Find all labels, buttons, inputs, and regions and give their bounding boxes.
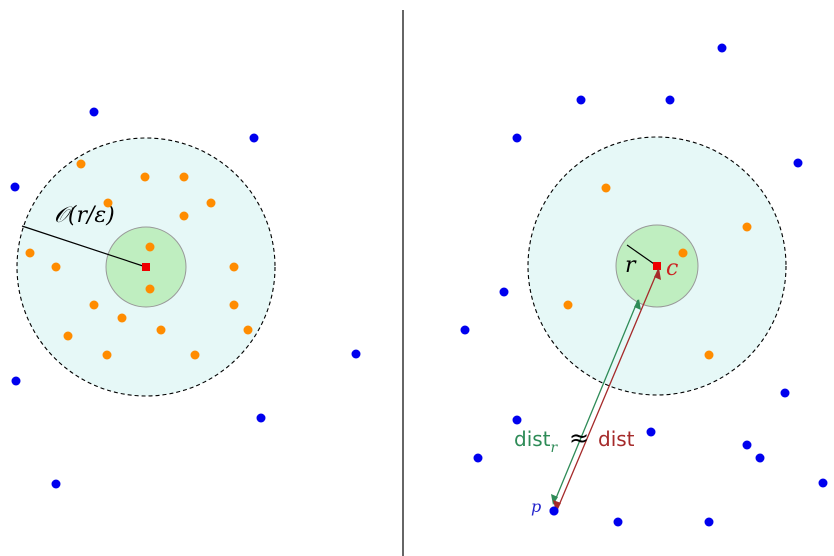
center-marker (142, 263, 150, 271)
orange-point (179, 211, 189, 221)
point-label: p (531, 497, 541, 516)
dist-arrowhead-bottom (553, 500, 561, 512)
radius-line (21, 225, 147, 268)
blue-point (818, 478, 828, 488)
blue-point (351, 349, 361, 359)
radius-label: 𝒪(r/ε) (54, 203, 115, 228)
blue-point (704, 517, 714, 527)
right-panel: r c (460, 43, 828, 527)
orange-point (117, 313, 127, 323)
dist-r-arrowhead-top (634, 299, 641, 310)
center-marker (653, 262, 661, 270)
blue-point (473, 453, 483, 463)
dist-r-label: distr (514, 427, 559, 456)
orange-point (103, 198, 113, 208)
blue-point (460, 325, 470, 335)
blue-point (11, 376, 21, 386)
orange-point (145, 242, 155, 252)
blue-point (89, 107, 99, 117)
blue-point (742, 440, 752, 450)
dist-arrow (553, 268, 661, 512)
orange-point (76, 159, 86, 169)
orange-point (601, 183, 611, 193)
approx-symbol: ≈ (569, 424, 589, 452)
blue-point (512, 133, 522, 143)
orange-point (179, 172, 189, 182)
blue-point (780, 388, 790, 398)
orange-point (206, 198, 216, 208)
radius-line (626, 244, 658, 267)
orange-point (229, 262, 239, 272)
dist-arrowhead-top (654, 268, 661, 280)
blue-point (717, 43, 727, 53)
blue-point (256, 413, 266, 423)
orange-point (190, 350, 200, 360)
dist-r-arrow-line (553, 299, 639, 504)
blue-point (613, 517, 623, 527)
orange-point (51, 262, 61, 272)
dist-arrow-line (556, 269, 659, 511)
orange-point (563, 300, 573, 310)
blue-point (10, 182, 20, 192)
orange-points (563, 183, 752, 360)
orange-point (704, 350, 714, 360)
blue-points (10, 107, 361, 489)
orange-point (156, 325, 166, 335)
orange-point (678, 248, 688, 258)
center-label: c (666, 256, 678, 281)
dist-r-arrow (551, 299, 641, 505)
blue-point (51, 479, 61, 489)
query-point (549, 506, 559, 516)
orange-point (742, 222, 752, 232)
dist-label: dist (598, 427, 635, 451)
blue-point (665, 95, 675, 105)
dist-r-text: dist (514, 427, 551, 451)
orange-point (145, 284, 155, 294)
dist-r-subscript: r (551, 440, 559, 456)
blue-point (512, 415, 522, 425)
blue-point (793, 158, 803, 168)
radius-label: r (625, 253, 637, 278)
blue-point (576, 95, 586, 105)
orange-point (229, 300, 239, 310)
orange-point (102, 350, 112, 360)
dist-r-arrowhead-bottom (551, 494, 558, 505)
blue-point (755, 453, 765, 463)
left-panel: 𝒪(r/ε) (10, 107, 361, 489)
blue-point (646, 427, 656, 437)
blue-point (249, 133, 259, 143)
orange-point (25, 248, 35, 258)
orange-point (140, 172, 150, 182)
orange-point (89, 300, 99, 310)
orange-points (25, 159, 253, 360)
orange-point (63, 331, 73, 341)
blue-point (499, 287, 509, 297)
orange-point (243, 325, 253, 335)
